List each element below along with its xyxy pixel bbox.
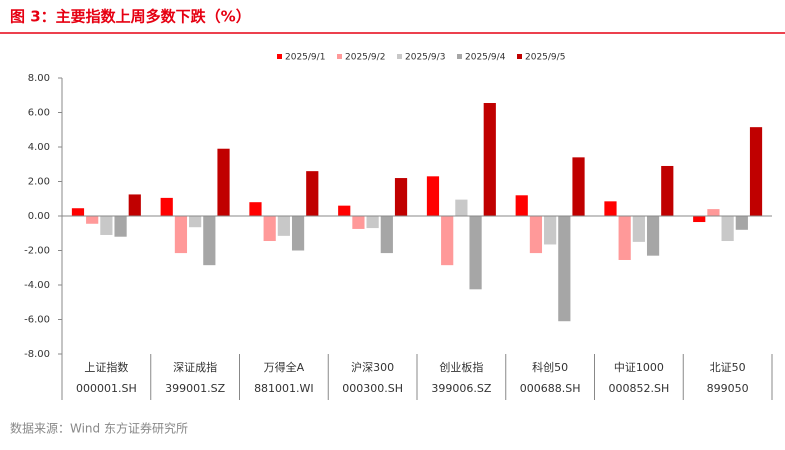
bar (558, 216, 571, 322)
legend-swatch (277, 54, 282, 59)
bar (469, 216, 482, 290)
bar (217, 148, 230, 216)
bar (380, 216, 393, 254)
bar (174, 216, 188, 254)
bar (277, 216, 290, 236)
bar (352, 216, 365, 229)
bar (426, 176, 440, 216)
x-tick-code: 000001.SH (76, 382, 137, 395)
bar (189, 216, 202, 228)
bar (632, 216, 645, 242)
y-tick-label: 2.00 (28, 177, 50, 188)
legend-swatch (457, 54, 462, 59)
bar (707, 209, 720, 216)
legend-swatch (517, 54, 522, 59)
x-tick-label: 上证指数 (84, 360, 128, 374)
bar (693, 216, 706, 223)
legend-label: 2025/9/3 (405, 53, 445, 63)
bar (618, 216, 631, 260)
y-tick-label: -6.00 (24, 315, 50, 326)
x-tick-code: 000852.SH (609, 382, 670, 395)
bar (661, 165, 674, 216)
bar (263, 216, 276, 242)
x-tick-label: 北证50 (710, 361, 746, 374)
bar (203, 216, 216, 266)
bar (128, 194, 141, 216)
legend-swatch (397, 54, 402, 59)
bar (71, 208, 85, 216)
x-tick-code: 000688.SH (520, 382, 581, 395)
legend-label: 2025/9/4 (465, 53, 506, 63)
bar (441, 216, 454, 266)
bar (160, 197, 173, 216)
bar (455, 199, 468, 216)
bar (604, 201, 617, 216)
x-tick-code: 881001.WI (254, 382, 314, 395)
y-tick-label: 6.00 (28, 108, 50, 119)
bar (100, 216, 113, 235)
x-tick-label: 沪深300 (351, 360, 394, 374)
legend-label: 2025/9/1 (285, 53, 325, 63)
bar (646, 216, 660, 256)
bar (291, 216, 305, 251)
y-tick-label: -2.00 (24, 246, 50, 257)
y-tick-label: 0.00 (28, 211, 50, 222)
bar (529, 216, 543, 254)
x-tick-code: 399006.SZ (431, 382, 491, 395)
x-tick-label: 万得全A (264, 360, 305, 374)
x-tick-code: 899050 (707, 382, 749, 395)
bar (483, 103, 496, 216)
y-tick-label: -8.00 (24, 349, 50, 360)
y-tick-label: -4.00 (24, 280, 50, 291)
bar (394, 178, 408, 216)
bar (86, 216, 99, 224)
x-tick-code: 000300.SH (342, 382, 403, 395)
bar (572, 157, 585, 216)
bar (544, 216, 557, 245)
bar (249, 202, 262, 216)
bar (306, 171, 319, 216)
x-tick-label: 科创50 (532, 360, 568, 374)
bar (749, 127, 763, 216)
source: 数据来源：Wind 东方证券研究所 (10, 421, 188, 436)
bar (515, 195, 528, 216)
bar (735, 216, 748, 230)
y-tick-label: 4.00 (28, 142, 50, 153)
bar (721, 216, 734, 242)
legend-label: 2025/9/5 (525, 53, 565, 63)
chart-title: 图 3：主要指数上周多数下跌（%） (10, 8, 251, 26)
bar (114, 216, 127, 237)
bar (366, 216, 379, 229)
y-tick-label: 8.00 (28, 73, 50, 84)
x-tick-label: 创业板指 (439, 360, 483, 374)
x-tick-label: 深证成指 (173, 360, 217, 374)
x-tick-code: 399001.SZ (165, 382, 225, 395)
bar (338, 205, 351, 216)
legend-label: 2025/9/2 (345, 53, 385, 63)
legend-swatch (337, 54, 342, 59)
x-tick-label: 中证1000 (614, 361, 664, 374)
